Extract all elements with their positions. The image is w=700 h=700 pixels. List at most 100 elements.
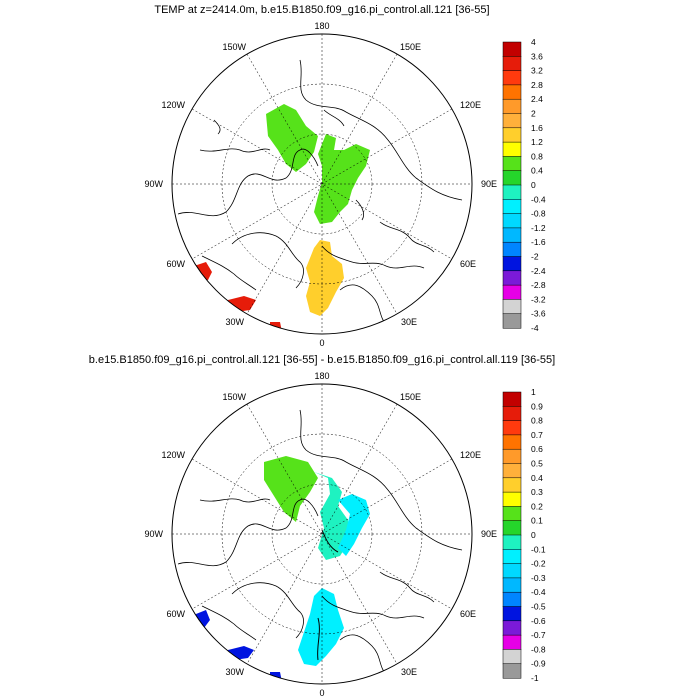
colorbar-swatch — [502, 506, 522, 522]
colorbar-swatch — [502, 84, 522, 100]
colorbar-tick-label: -2.8 — [531, 280, 546, 290]
map-boundary — [171, 33, 473, 335]
colorbar-tick-label: 0.1 — [531, 516, 543, 526]
region-nordic-seas-sector — [306, 240, 344, 316]
panel-bottom-lon-labels: 180 150E 120E 90E 60E 30E 0 30W 60W 90W … — [144, 371, 497, 698]
region-siberian-sector-fringe — [338, 494, 370, 556]
region-siberian-sector — [314, 472, 350, 560]
colorbar-tick-label: 0.7 — [531, 430, 543, 440]
colorbar-tick-label: -1.6 — [531, 237, 546, 247]
colorbar-tick-label: 1.2 — [531, 137, 543, 147]
lon-label: 60W — [166, 609, 185, 619]
colorbar-tick-label: 3.2 — [531, 66, 543, 76]
colorbar-swatch — [502, 520, 522, 536]
lon-label: 150E — [400, 42, 421, 52]
panel-bottom-title: b.e15.B1850.f09_g16.pi_control.all.121 [… — [89, 354, 555, 366]
colorbar-tick-label: 0 — [531, 530, 536, 540]
colorbar-tick-label: -0.2 — [531, 559, 546, 569]
lon-label: 0 — [319, 338, 324, 348]
colorbar-swatch — [502, 534, 522, 550]
lon-label: 60W — [166, 259, 185, 269]
colorbar-tick-label: 2.8 — [531, 80, 543, 90]
colorbar-swatch — [502, 491, 522, 507]
colorbar-swatch — [502, 141, 522, 157]
lon-label: 90W — [144, 529, 163, 539]
panel-top-map — [172, 34, 472, 334]
lon-label: 60E — [460, 609, 476, 619]
colorbar-tick-label: 0.8 — [531, 151, 543, 161]
colorbar-swatch — [502, 463, 522, 479]
colorbar-swatch — [502, 634, 522, 650]
lon-label: 150W — [222, 392, 246, 402]
lon-label: 150E — [400, 392, 421, 402]
lon-label: 30E — [401, 667, 417, 677]
colorbar-swatch — [502, 591, 522, 608]
lon-label: 120E — [460, 450, 481, 460]
colorbar-swatch — [502, 127, 522, 143]
panel-bottom-map — [172, 384, 472, 684]
lon-label: 120E — [460, 100, 481, 110]
colorbar-tick-label: -3.6 — [531, 309, 546, 319]
colorbar-tick-label: 3.6 — [531, 51, 543, 61]
colorbar-tick-label: -2 — [531, 252, 539, 262]
colorbar-swatch — [502, 213, 522, 229]
graticule — [172, 34, 472, 334]
colorbar-swatch — [502, 663, 522, 679]
colorbar-tick-label: 0 — [531, 180, 536, 190]
lon-label: 120W — [161, 100, 185, 110]
colorbar-tick-label: -0.4 — [531, 194, 546, 204]
colorbar-tick-label: 0.6 — [531, 444, 543, 454]
colorbar-swatch — [502, 170, 522, 186]
lon-label: 60E — [460, 259, 476, 269]
lon-label: 120W — [161, 450, 185, 460]
lon-label: 30E — [401, 317, 417, 327]
colorbar-tick-label: 0.9 — [531, 401, 543, 411]
colorbar-tick-label: -0.5 — [531, 602, 546, 612]
colorbar-swatch — [502, 284, 522, 300]
colorbar-tick-label: -0.6 — [531, 616, 546, 626]
map-boundary — [171, 383, 473, 685]
colorbar-swatch — [502, 41, 522, 57]
colorbar-tick-label: -0.9 — [531, 659, 546, 669]
colorbar-tick-label: 0.3 — [531, 487, 543, 497]
colorbar-tick-label: 2 — [531, 109, 536, 119]
lon-label: 90E — [481, 179, 497, 189]
colorbar-swatch — [502, 241, 522, 258]
colorbar-swatch — [502, 56, 522, 72]
colorbar-swatch — [502, 649, 522, 665]
lon-label: 30W — [225, 317, 244, 327]
region-nordic-seas-sector — [298, 588, 344, 666]
graticule — [172, 384, 472, 684]
lon-label: 30W — [225, 667, 244, 677]
panel-top-lon-labels: 180 150E 120E 90E 60E 30E 0 30W 60W 90W … — [144, 21, 497, 348]
panel-top: TEMP at z=2414.0m, b.e15.B1850.f09_g16.p… — [144, 4, 545, 348]
coastlines — [177, 59, 463, 327]
colorbar-tick-label: 0.4 — [531, 473, 543, 483]
colorbar-tick-label: 4 — [531, 37, 536, 47]
colorbar-swatch — [502, 577, 522, 593]
colorbar-tick-label: -3.2 — [531, 294, 546, 304]
colorbar-swatch — [502, 606, 522, 622]
colorbar-tick-label: 0.8 — [531, 416, 543, 426]
colorbar-tick-label: -0.1 — [531, 544, 546, 554]
colorbar-tick-label: -4 — [531, 323, 539, 333]
colorbar-tick-label: -2.4 — [531, 266, 546, 276]
lon-label: 180 — [314, 371, 329, 381]
colorbar-swatch — [502, 227, 522, 243]
region-siberian-sector — [314, 134, 370, 224]
colorbar-tick-label: -0.8 — [531, 209, 546, 219]
colorbar-top: 4 3.6 3.2 2.8 2.4 2 1.6 1.2 0.8 0.4 0 -0.4 -0.8 -1.2 -… — [502, 37, 546, 333]
region-northern-pacific-sector — [264, 456, 318, 522]
colorbar-tick-label: 0.5 — [531, 459, 543, 469]
colorbar-tick-label: -0.4 — [531, 587, 546, 597]
colorbar-tick-label: -0.3 — [531, 573, 546, 583]
colorbar-swatch — [502, 70, 522, 86]
colorbar-bottom: 1 0.9 0.8 0.7 0.6 0.5 0.4 0.3 0.2 0.1 0 -0.1 -0.2 -0.… — [502, 387, 546, 683]
colorbar-swatch — [502, 420, 522, 436]
colorbar-tick-label: 1 — [531, 387, 536, 397]
colorbar-swatch — [502, 549, 522, 565]
colorbar-swatch — [502, 477, 522, 493]
colorbar-swatch — [502, 406, 522, 422]
colorbar-swatch — [502, 620, 522, 636]
